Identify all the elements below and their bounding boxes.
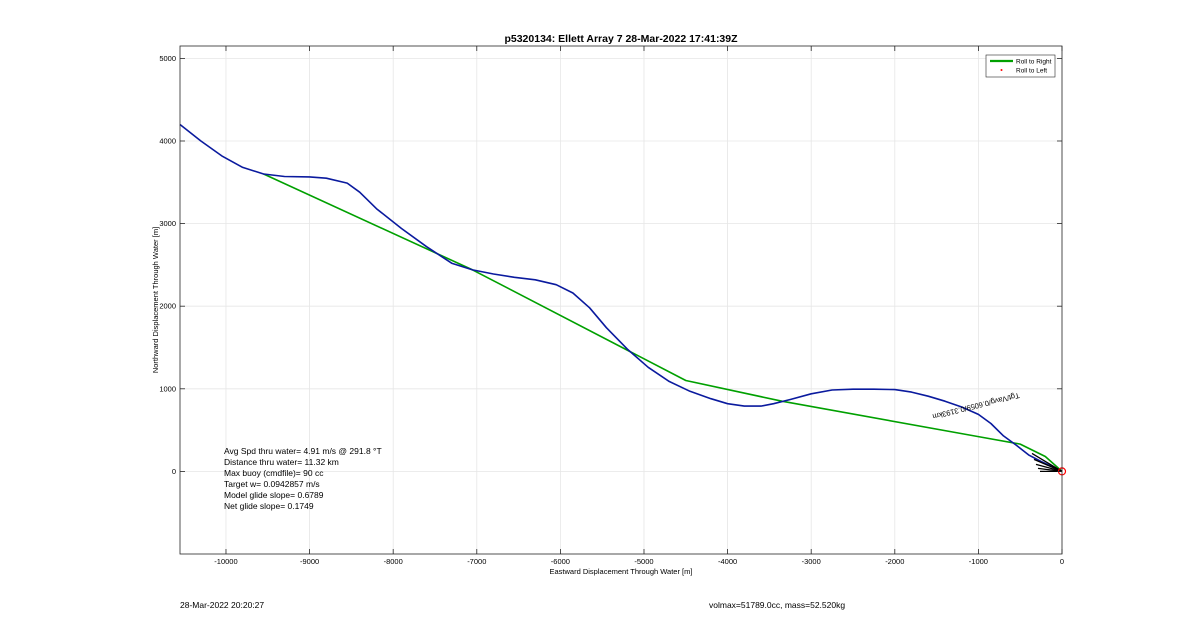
plot-frame	[179, 45, 1063, 555]
stat-model-glide-slope: Model glide slope= 0.6789	[224, 490, 324, 500]
x-tick-label: -9000	[300, 557, 319, 566]
x-axis-label: Eastward Displacement Through Water [m]	[550, 567, 693, 576]
y-tick-label: 4000	[159, 136, 176, 145]
current-arrow	[1031, 452, 1063, 472]
stat-max-buoy: Max buoy (cmdfile)= 90 cc	[224, 468, 324, 478]
stat-net-glide-slope: Net glide slope= 0.1749	[224, 501, 314, 511]
stat-distance: Distance thru water= 11.32 km	[224, 457, 339, 467]
x-tick-label: -6000	[551, 557, 570, 566]
y-tick-label: 5000	[159, 54, 176, 63]
x-tick-label: -8000	[384, 557, 403, 566]
plot-area	[180, 46, 1062, 554]
x-tick-label: -10000	[214, 557, 237, 566]
y-axis-label: Northward Displacement Through Water [m]	[151, 227, 160, 373]
x-tick-label: -5000	[634, 557, 653, 566]
stats-block: Avg Spd thru water= 4.91 m/s @ 291.8 °T …	[224, 446, 382, 511]
current-arrow	[1033, 458, 1063, 472]
legend-swatch-roll-left	[1000, 69, 1003, 71]
x-tick-label: -7000	[467, 557, 486, 566]
series-green-line	[263, 173, 1063, 472]
stat-target-w: Target w= 0.0942857 m/s	[224, 479, 320, 489]
y-tick-label: 3000	[159, 219, 176, 228]
y-tick-label: 0	[172, 467, 176, 476]
x-tick-label: -2000	[885, 557, 904, 566]
y-tick-label: 1000	[159, 384, 176, 393]
x-tick-label: -4000	[718, 557, 737, 566]
footer-vol-mass: volmax=51789.0cc, mass=52.520kg	[709, 600, 845, 610]
chart-title: p5320134: Ellett Array 7 28-Mar-2022 17:…	[504, 33, 738, 45]
footer-timestamp: 28-Mar-2022 20:20:27	[180, 600, 264, 610]
x-tick-label: -3000	[802, 557, 821, 566]
y-tick-label: 2000	[159, 302, 176, 311]
series-blue-line	[179, 123, 1063, 473]
legend-label-roll-left: Roll to Left	[1016, 68, 1047, 75]
stat-avg-speed: Avg Spd thru water= 4.91 m/s @ 291.8 °T	[224, 446, 382, 456]
x-tick-label: -1000	[969, 557, 988, 566]
legend: Roll to Right Roll to Left	[985, 54, 1056, 78]
legend-label-roll-right: Roll to Right	[1016, 59, 1052, 66]
x-tick-label: 0	[1060, 557, 1064, 566]
